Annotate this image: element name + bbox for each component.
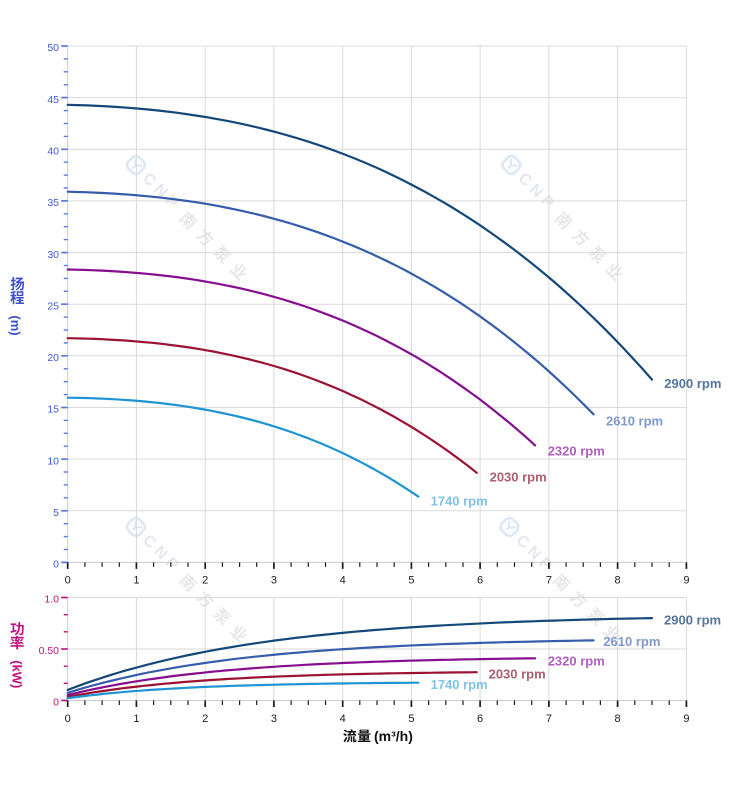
- svg-text:20: 20: [47, 352, 59, 364]
- svg-text:45: 45: [47, 94, 59, 106]
- svg-text:P: P: [535, 554, 555, 574]
- svg-text:2900 rpm: 2900 rpm: [664, 376, 721, 391]
- svg-text:8: 8: [615, 575, 621, 587]
- svg-text:2610 rpm: 2610 rpm: [603, 634, 660, 649]
- svg-text:4: 4: [340, 575, 346, 587]
- svg-text:9: 9: [683, 713, 689, 725]
- svg-text:10: 10: [47, 455, 59, 467]
- svg-text:7: 7: [546, 713, 552, 725]
- svg-text:2030 rpm: 2030 rpm: [490, 470, 547, 485]
- svg-text:2610 rpm: 2610 rpm: [606, 414, 663, 429]
- svg-text:7: 7: [546, 575, 552, 587]
- svg-text:0: 0: [65, 713, 71, 725]
- svg-text:6: 6: [477, 713, 483, 725]
- svg-text:15: 15: [47, 404, 59, 416]
- svg-text:5: 5: [53, 507, 59, 519]
- svg-text:40: 40: [47, 146, 59, 158]
- svg-text:2: 2: [202, 713, 208, 725]
- svg-text:3: 3: [271, 575, 277, 587]
- svg-text:0.50: 0.50: [39, 645, 60, 657]
- svg-text:P: P: [162, 554, 182, 574]
- svg-text:5: 5: [408, 575, 414, 587]
- svg-text:3: 3: [271, 713, 277, 725]
- svg-text:P: P: [162, 192, 182, 212]
- svg-text:0: 0: [65, 575, 71, 587]
- svg-text:0: 0: [53, 697, 59, 709]
- svg-text:35: 35: [47, 197, 59, 209]
- svg-text:(m): (m): [8, 315, 23, 335]
- svg-text:4: 4: [340, 713, 346, 725]
- svg-text:9: 9: [683, 575, 689, 587]
- svg-text:2320 rpm: 2320 rpm: [548, 653, 605, 668]
- svg-text:1.0: 1.0: [44, 594, 59, 606]
- svg-text:2030 rpm: 2030 rpm: [489, 667, 546, 682]
- svg-text:1: 1: [133, 575, 139, 587]
- svg-text:2: 2: [202, 575, 208, 587]
- svg-text:5: 5: [408, 713, 414, 725]
- svg-text:2900 rpm: 2900 rpm: [664, 613, 721, 628]
- svg-text:1: 1: [133, 713, 139, 725]
- svg-text:(kW): (kW): [9, 660, 24, 688]
- svg-text:1740 rpm: 1740 rpm: [431, 677, 488, 692]
- svg-text:6: 6: [477, 575, 483, 587]
- svg-text:1740 rpm: 1740 rpm: [431, 494, 488, 509]
- svg-text:0: 0: [53, 559, 59, 571]
- svg-text:8: 8: [615, 713, 621, 725]
- svg-text:25: 25: [47, 300, 59, 312]
- svg-text:50: 50: [47, 42, 59, 54]
- svg-text:30: 30: [47, 249, 59, 261]
- svg-text:(m³/h): (m³/h): [374, 728, 413, 744]
- svg-text:P: P: [537, 192, 557, 212]
- svg-text:2320 rpm: 2320 rpm: [548, 444, 605, 459]
